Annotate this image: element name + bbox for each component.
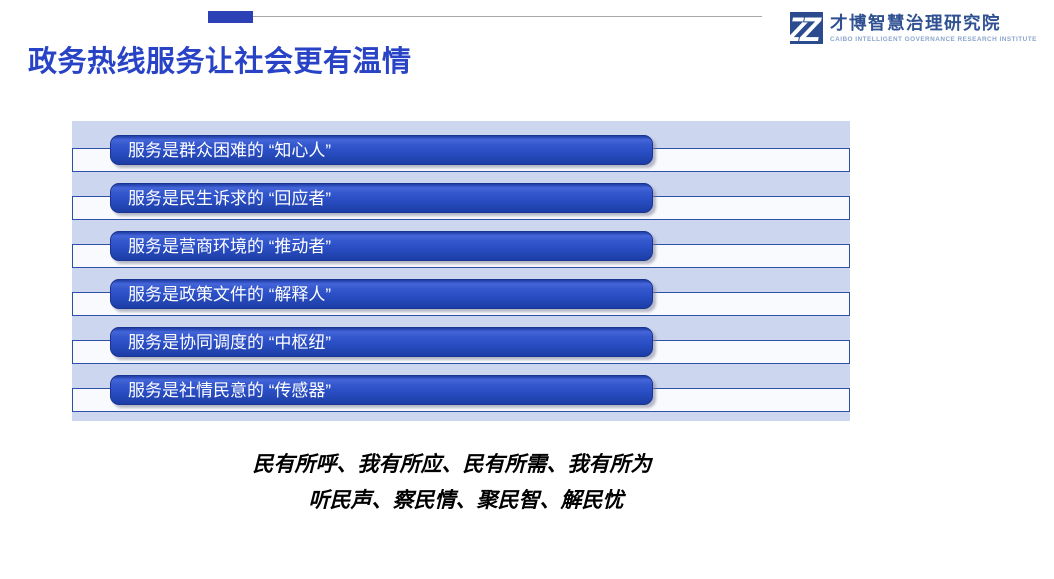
svg-text:Z: Z (790, 12, 810, 44)
slogan-line-1: 民有所呼、我有所应、民有所需、我有所为 (252, 453, 652, 476)
service-panel: 服务是群众困难的 “知心人” 服务是民生诉求的 “回应者” 服务是营商环境的 “推动… (72, 121, 850, 421)
logo-tagline: CAIBO INTELLIGENT GOVERNANCE RESEARCH IN… (830, 36, 1037, 43)
title-accent-rect (208, 11, 253, 23)
service-bar: 服务是群众困难的 “知心人” (110, 135, 653, 165)
page-title: 政务热线服务让社会更有温情 (28, 46, 412, 78)
slogan: 民有所呼、我有所应、民有所需、我有所为 听民声、察民情、聚民智、解民忧 (152, 447, 752, 519)
service-bar: 服务是营商环境的 “推动者” (110, 231, 653, 261)
logo-name: 才博智慧治理研究院 (830, 13, 1001, 33)
service-bar: 服务是政策文件的 “解释人” (110, 279, 653, 309)
service-bar: 服务是协同调度的 “中枢纽” (110, 327, 653, 357)
svg-text:Z: Z (799, 12, 822, 44)
slogan-line-2: 听民声、察民情、聚民智、解民忧 (308, 489, 624, 512)
logo-text: 才博智慧治理研究院 CAIBO INTELLIGENT GOVERNANCE R… (830, 12, 1037, 43)
logo-double-z-icon: Z Z (790, 12, 823, 44)
header-divider-line (253, 16, 762, 17)
service-bar: 服务是社情民意的 “传感器” (110, 375, 653, 405)
logo: Z Z 才博智慧治理研究院 CAIBO INTELLIGENT GOVERNAN… (790, 12, 1037, 44)
service-bar: 服务是民生诉求的 “回应者” (110, 183, 653, 213)
